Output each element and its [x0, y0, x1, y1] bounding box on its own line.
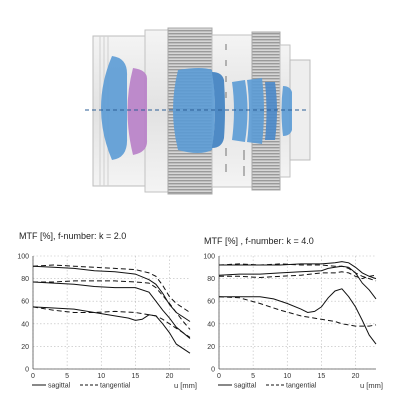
- series-line-tangential: [219, 271, 377, 280]
- legend-label-sagittal: sagittal: [234, 383, 257, 390]
- series-line-sagittal: [32, 306, 191, 354]
- y-tick-label: 80: [207, 276, 215, 283]
- chart-title-k2: MTF [%], f-number: k = 2.0: [19, 231, 127, 241]
- series-line-tangential: [218, 296, 377, 327]
- y-tick-label: 40: [21, 321, 29, 328]
- x-tick-label: 10: [97, 373, 105, 380]
- x-tick-label: 0: [31, 373, 35, 380]
- y-tick-label: 100: [203, 254, 215, 261]
- series-line-tangential: [33, 280, 191, 330]
- y-tick-label: 20: [21, 344, 29, 351]
- x-tick-label: 20: [352, 373, 360, 380]
- series-line-sagittal: [32, 281, 191, 339]
- series-line-sagittal: [218, 265, 377, 300]
- y-tick-label: 20: [207, 344, 215, 351]
- series-line-tangential: [32, 264, 191, 313]
- y-tick-label: 0: [211, 367, 215, 374]
- y-tick-label: 0: [25, 367, 29, 374]
- series-line-tangential: [218, 263, 377, 282]
- legend-label-sagittal: sagittal: [48, 383, 71, 390]
- legend-label-tangential: tangential: [100, 383, 131, 390]
- series-line-sagittal: [32, 265, 191, 322]
- y-tick-label: 60: [21, 299, 29, 306]
- series-line-tangential: [32, 306, 191, 338]
- y-tick-label: 60: [207, 299, 215, 306]
- x-tick-label: 0: [217, 373, 221, 380]
- x-tick-label: 20: [166, 373, 174, 380]
- lens-elements: [101, 56, 292, 160]
- x-tick-label: 15: [317, 373, 325, 380]
- y-tick-label: 80: [21, 276, 29, 283]
- legend-label-tangential: tangential: [286, 383, 317, 390]
- x-tick-label: 5: [65, 373, 69, 380]
- lens-barrel-middle: [144, 29, 171, 193]
- lens-cross-section-diagram: [85, 27, 311, 195]
- y-tick-label: 100: [17, 254, 29, 261]
- x-axis-label: u [mm]: [174, 381, 197, 390]
- x-tick-label: 10: [283, 373, 291, 380]
- x-axis-label: u [mm]: [360, 381, 383, 390]
- y-tick-label: 40: [207, 321, 215, 328]
- chart-title-k4: MTF [%] , f-number: k = 4.0: [204, 236, 314, 246]
- x-tick-label: 5: [251, 373, 255, 380]
- x-tick-label: 15: [131, 373, 139, 380]
- series-line-sagittal: [219, 288, 377, 345]
